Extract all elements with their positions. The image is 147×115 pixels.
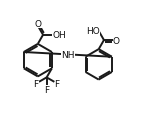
Text: HO: HO (87, 27, 100, 35)
Text: F: F (44, 85, 49, 94)
Text: NH: NH (61, 50, 75, 59)
Text: O: O (35, 20, 42, 29)
Text: F: F (34, 79, 39, 88)
Text: F: F (55, 79, 60, 88)
Text: OH: OH (52, 31, 66, 40)
Text: O: O (113, 36, 120, 45)
